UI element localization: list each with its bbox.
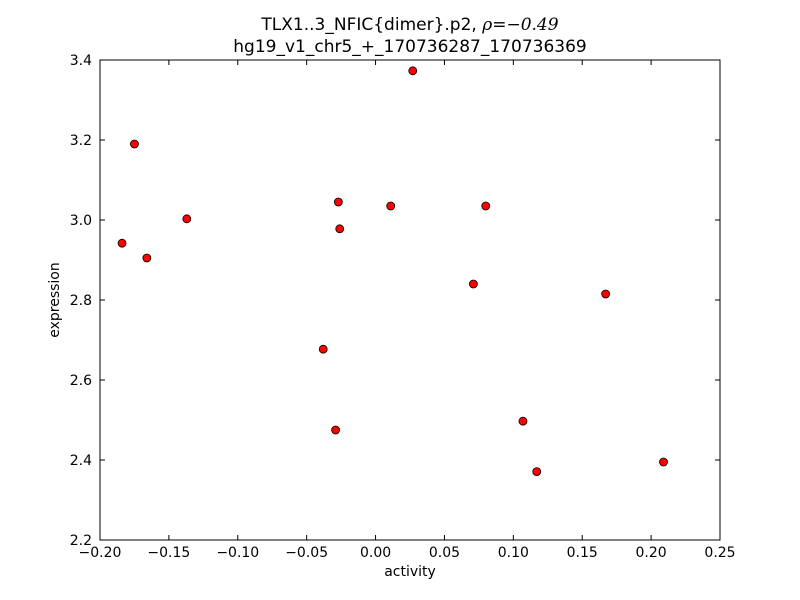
data-point <box>130 139 139 149</box>
data-point <box>408 66 418 76</box>
x-tick-label: 0.20 <box>636 545 667 561</box>
data-point <box>659 457 668 467</box>
data-point <box>318 344 328 354</box>
x-tick-label: −0.05 <box>285 545 328 561</box>
data-point <box>468 279 478 289</box>
y-tick-label: 3.0 <box>70 213 92 229</box>
x-tick-label: 0.25 <box>704 545 735 561</box>
data-point <box>335 224 345 234</box>
chart-title-rho: ρ=−0.49 <box>481 15 559 35</box>
chart-title-prefix: TLX1..3_NFIC{dimer}.p2, <box>260 15 482 35</box>
y-axis: 2.2 2.4 2.6 2.8 3.0 3.2 3.4 <box>70 53 720 549</box>
y-tick-label: 3.4 <box>70 53 92 69</box>
data-point <box>386 201 396 211</box>
plot-area <box>100 60 720 540</box>
x-tick-label: 0.00 <box>360 545 391 561</box>
data-points <box>117 66 668 477</box>
x-tick-label: 0.15 <box>567 545 598 561</box>
y-tick-label: 2.6 <box>70 373 92 389</box>
data-point <box>518 416 528 426</box>
x-tick-label: 0.10 <box>498 545 529 561</box>
data-point <box>117 238 127 248</box>
plot-frame <box>99 59 721 541</box>
y-axis-label: expression <box>47 262 63 338</box>
chart-title: TLX1..3_NFIC{dimer}.p2, ρ=−0.49 <box>260 15 558 35</box>
chart-subtitle: hg19_v1_chr5_+_170736287_170736369 <box>233 37 586 57</box>
data-point <box>481 201 491 211</box>
y-tick-label: 2.2 <box>70 533 92 549</box>
x-tick-label: −0.20 <box>79 545 122 561</box>
data-point <box>331 425 341 435</box>
data-point <box>142 253 152 263</box>
x-axis: −0.20 −0.15 −0.10 −0.05 0.00 0.05 0.10 0.15 0.20… <box>79 60 736 561</box>
x-tick-label: −0.10 <box>216 545 259 561</box>
x-tick-label: 0.05 <box>429 545 460 561</box>
y-tick-label: 3.2 <box>70 133 92 149</box>
data-point <box>182 214 192 224</box>
data-point <box>532 467 542 477</box>
data-point <box>333 197 343 207</box>
y-tick-label: 2.8 <box>70 293 92 309</box>
x-tick-label: −0.15 <box>147 545 190 561</box>
x-axis-label: activity <box>384 564 436 580</box>
data-point <box>601 289 611 299</box>
y-tick-label: 2.4 <box>70 453 92 469</box>
